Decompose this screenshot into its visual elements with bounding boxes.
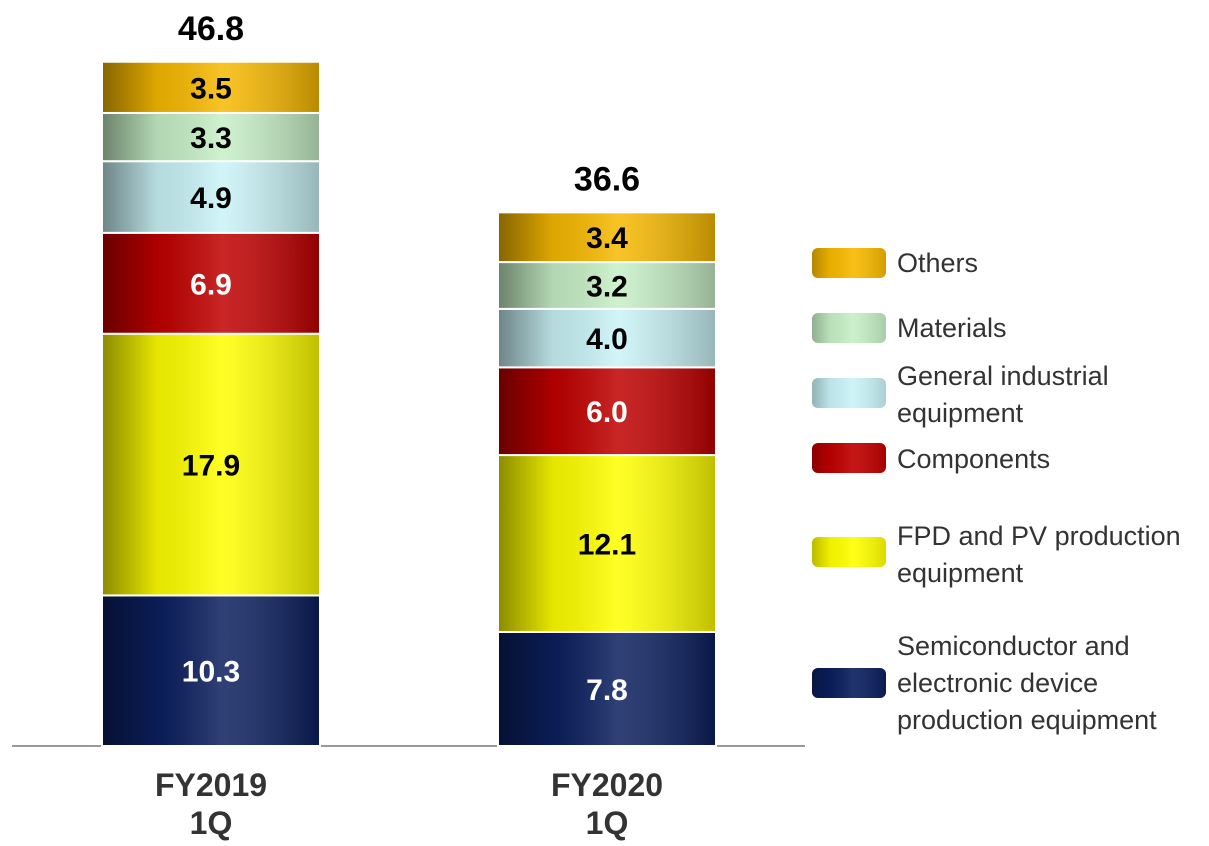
bar-shade [499,263,715,308]
value-label: 3.4 [586,222,628,255]
bar-shade [499,632,715,745]
legend-swatch-shade [812,443,886,473]
value-label: 17.9 [182,450,240,483]
bar-shade [499,309,715,367]
legend-swatch-shade [812,248,886,278]
value-label: 10.3 [182,656,240,689]
bar-shade [103,162,319,232]
bar-shade [499,456,715,631]
bar-shade [499,213,715,262]
bar-shade [103,62,319,112]
bar-shade [103,334,319,595]
bar-shade [103,113,319,161]
bar-shade [103,596,319,745]
legend-label: FPD and PV production equipment [897,521,1181,588]
bar-shade [499,368,715,455]
bar-shade [103,233,319,333]
legend-label: Materials [897,313,1007,343]
value-label: 6.0 [586,396,628,429]
value-label: 7.8 [586,674,628,707]
legend-label: Semiconductor and electronic device prod… [897,631,1157,735]
value-label: 6.9 [190,268,232,301]
value-label: 4.9 [190,182,232,215]
value-label: 12.1 [578,529,636,562]
legend-swatch-shade [812,668,886,698]
legend-label: Components [897,444,1051,474]
legend-swatch-shade [812,313,886,343]
legend-swatch-shade [812,537,886,567]
legend-label: General industrial equipment [897,361,1109,428]
total-label: 36.6 [574,160,640,198]
legend-label: Others [897,248,979,278]
total-label: 46.8 [178,10,244,48]
value-label: 3.2 [586,270,628,303]
value-label: 3.5 [190,72,232,105]
legend-swatch-shade [812,378,886,408]
x-tick-label: FY2020 1Q [550,767,664,841]
value-label: 4.0 [586,323,628,356]
value-label: 3.3 [190,122,232,155]
x-tick-label: FY2019 1Q [154,767,268,841]
